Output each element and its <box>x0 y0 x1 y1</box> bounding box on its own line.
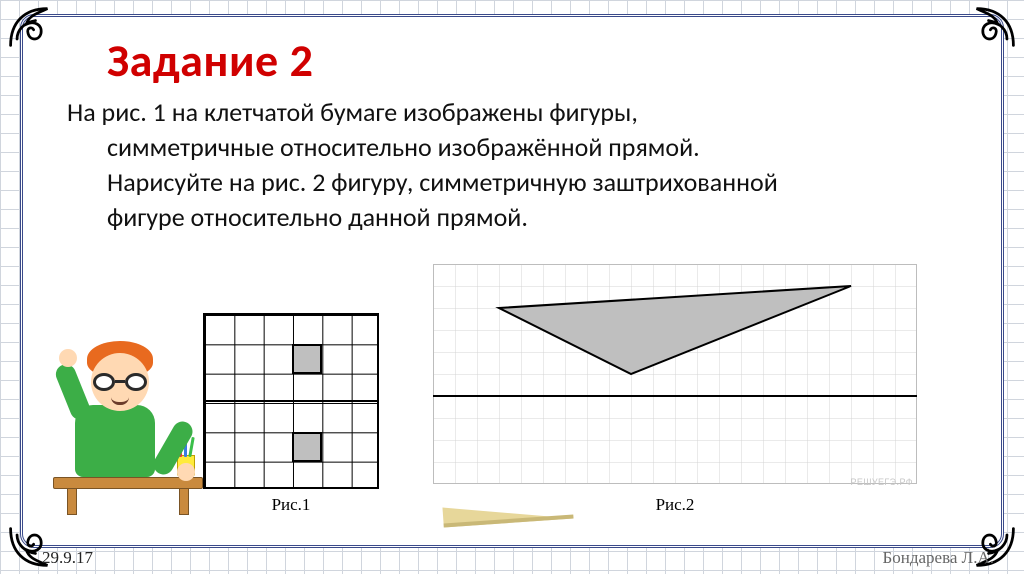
text-line-4: фигуре относительно данной прямой. <box>67 200 961 235</box>
text-line-3: Нарисуйте на рис. 2 фигуру, симметричную… <box>67 165 961 200</box>
figure-1-square-bottom <box>292 432 322 462</box>
figure-1-square-top <box>292 344 322 374</box>
footer-author: Бондарева Л.А. <box>882 548 994 568</box>
figure-2-watermark: РЕШУЕГЭ.РФ <box>850 477 913 487</box>
figure-2-svg <box>433 264 917 484</box>
figure-1-grid <box>203 313 379 489</box>
figure-2-grid: РЕШУЕГЭ.РФ <box>433 264 917 489</box>
text-line-1: На рис. 1 на клетчатой бумаге изображены… <box>67 96 638 128</box>
task-text: На рис. 1 на клетчатой бумаге изображены… <box>67 95 961 235</box>
footer-date: 29.9.17 <box>42 548 93 568</box>
figure-1: Рис.1 <box>203 313 379 515</box>
corner-flourish-icon <box>972 4 1018 50</box>
text-line-2: симметричные относительно изображённой п… <box>67 130 961 165</box>
content-card: Задание 2 На рис. 1 на клетчатой бумаге … <box>20 14 1004 548</box>
figure-1-caption: Рис.1 <box>203 495 379 515</box>
figure-1-axis <box>204 400 378 402</box>
corner-flourish-icon <box>6 4 52 50</box>
figure-2: РЕШУЕГЭ.РФ Рис.2 <box>433 264 917 515</box>
task-title: Задание 2 <box>107 33 961 89</box>
student-clipart <box>53 315 203 515</box>
